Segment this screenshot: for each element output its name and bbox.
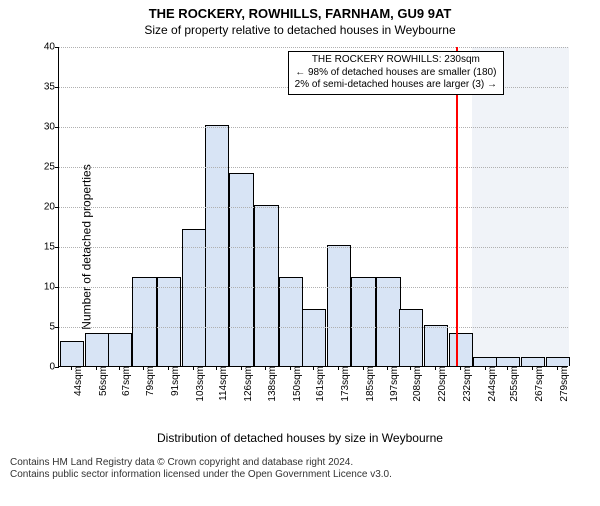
x-tick-label: 67sqm xyxy=(117,366,132,396)
y-tick-mark xyxy=(55,167,59,168)
histogram-bar xyxy=(229,173,253,366)
x-tick-label: 138sqm xyxy=(263,366,278,402)
annotation-line: 2% of semi-detached houses are larger (3… xyxy=(295,79,497,92)
histogram-bar xyxy=(85,333,109,366)
y-tick-mark xyxy=(55,327,59,328)
histogram-bar xyxy=(449,333,473,366)
x-tick-label: 114sqm xyxy=(214,366,229,401)
grid-line xyxy=(59,167,568,168)
grid-line xyxy=(59,247,568,248)
histogram-bar xyxy=(351,277,375,366)
y-tick-mark xyxy=(55,367,59,368)
x-tick-label: 208sqm xyxy=(408,366,423,402)
x-tick-label: 267sqm xyxy=(530,366,545,402)
histogram-bar xyxy=(399,309,423,366)
footer: Contains HM Land Registry data © Crown c… xyxy=(0,457,600,481)
y-tick-mark xyxy=(55,287,59,288)
x-tick-label: 91sqm xyxy=(166,366,181,396)
histogram-bar xyxy=(182,229,206,366)
plot-region: 051015202530354044sqm56sqm67sqm79sqm91sq… xyxy=(58,47,568,367)
annotation-line: THE ROCKERY ROWHILLS: 230sqm xyxy=(295,54,497,67)
x-tick-label: 279sqm xyxy=(555,366,570,402)
x-tick-label: 244sqm xyxy=(483,366,498,402)
annotation-box: THE ROCKERY ROWHILLS: 230sqm← 98% of det… xyxy=(288,51,504,95)
x-tick-label: 126sqm xyxy=(239,366,254,402)
x-tick-label: 197sqm xyxy=(385,366,400,402)
x-tick-label: 185sqm xyxy=(361,366,376,402)
histogram-bar xyxy=(254,205,278,366)
annotation-line: ← 98% of detached houses are smaller (18… xyxy=(295,67,497,80)
grid-line xyxy=(59,287,568,288)
histogram-bar xyxy=(60,341,84,366)
histogram-bar xyxy=(546,357,570,366)
x-tick-label: 44sqm xyxy=(69,366,84,396)
histogram-bar xyxy=(376,277,400,366)
histogram-bar xyxy=(327,245,351,366)
x-tick-label: 173sqm xyxy=(336,366,351,402)
footer-line-2: Contains public sector information licen… xyxy=(10,469,600,481)
x-tick-label: 161sqm xyxy=(311,366,326,402)
title-sub: Size of property relative to detached ho… xyxy=(0,23,600,37)
histogram-bar xyxy=(279,277,303,366)
x-tick-label: 150sqm xyxy=(288,366,303,402)
histogram-bar xyxy=(496,357,520,366)
histogram-bar xyxy=(108,333,132,366)
grid-line xyxy=(59,47,568,48)
y-tick-mark xyxy=(55,127,59,128)
title-main: THE ROCKERY, ROWHILLS, FARNHAM, GU9 9AT xyxy=(0,6,600,21)
y-tick-mark xyxy=(55,247,59,248)
histogram-bar xyxy=(473,357,497,366)
histogram-bar xyxy=(521,357,545,366)
x-tick-label: 232sqm xyxy=(458,366,473,402)
grid-line xyxy=(59,207,568,208)
x-tick-label: 255sqm xyxy=(505,366,520,402)
histogram-bar xyxy=(302,309,326,366)
x-tick-label: 103sqm xyxy=(191,366,206,402)
x-tick-label: 79sqm xyxy=(141,366,156,396)
y-tick-mark xyxy=(55,47,59,48)
chart-area: Number of detached properties 0510152025… xyxy=(0,37,600,457)
reference-line xyxy=(456,47,458,366)
grid-line xyxy=(59,327,568,328)
x-tick-label: 56sqm xyxy=(94,366,109,396)
x-axis-label: Distribution of detached houses by size … xyxy=(0,431,600,445)
histogram-bar xyxy=(424,325,448,366)
histogram-bar xyxy=(205,125,229,366)
grid-line xyxy=(59,127,568,128)
footer-line-1: Contains HM Land Registry data © Crown c… xyxy=(10,457,600,469)
histogram-bar xyxy=(132,277,156,366)
x-tick-label: 220sqm xyxy=(433,366,448,402)
y-tick-mark xyxy=(55,87,59,88)
histogram-bar xyxy=(157,277,181,366)
y-tick-mark xyxy=(55,207,59,208)
